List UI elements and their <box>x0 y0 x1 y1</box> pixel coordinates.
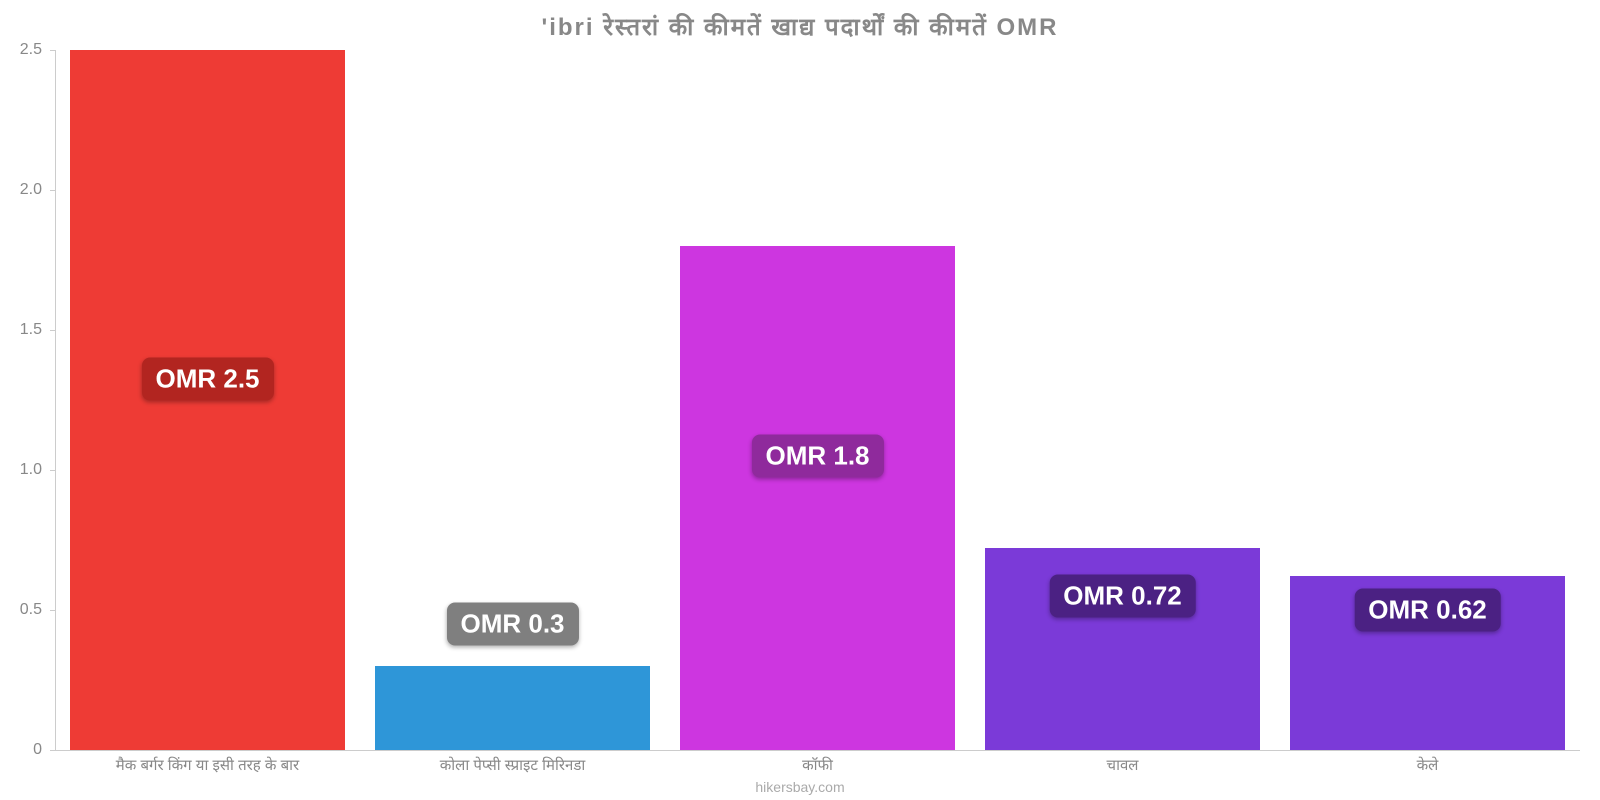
chart-container: 'ibri रेस्तरां की कीमतें खाद्य पदार्थों … <box>0 0 1600 800</box>
bar-value-label: OMR 0.62 <box>1354 589 1501 632</box>
x-axis-label: चावल <box>1107 755 1139 775</box>
y-tick-label: 2.5 <box>20 41 42 59</box>
bar-value-label: OMR 0.3 <box>446 603 578 646</box>
bar-value-label: OMR 2.5 <box>141 358 273 401</box>
bar-value-label: OMR 1.8 <box>751 435 883 478</box>
plot-area <box>55 50 1580 750</box>
y-tick-mark <box>50 750 55 751</box>
watermark: hikersbay.com <box>0 779 1600 795</box>
y-tick-label: 0.5 <box>20 601 42 619</box>
chart-title: 'ibri रेस्तरां की कीमतें खाद्य पदार्थों … <box>0 10 1600 43</box>
x-axis-label: केले <box>1417 755 1439 775</box>
x-axis-label: मैक बर्गर किंग या इसी तरह के बार <box>116 755 299 775</box>
x-axis-label: कोला पेप्सी स्प्राइट मिरिनडा <box>440 755 586 775</box>
y-axis: 00.51.01.52.02.5 <box>0 50 50 750</box>
y-tick-label: 1.5 <box>20 321 42 339</box>
bar <box>680 246 955 750</box>
x-axis-line <box>55 750 1580 751</box>
y-tick-label: 1.0 <box>20 461 42 479</box>
bar <box>375 666 650 750</box>
bar-value-label: OMR 0.72 <box>1049 575 1196 618</box>
x-axis-label: कॉफी <box>802 755 833 775</box>
y-tick-label: 0 <box>33 741 42 759</box>
y-tick-label: 2.0 <box>20 181 42 199</box>
